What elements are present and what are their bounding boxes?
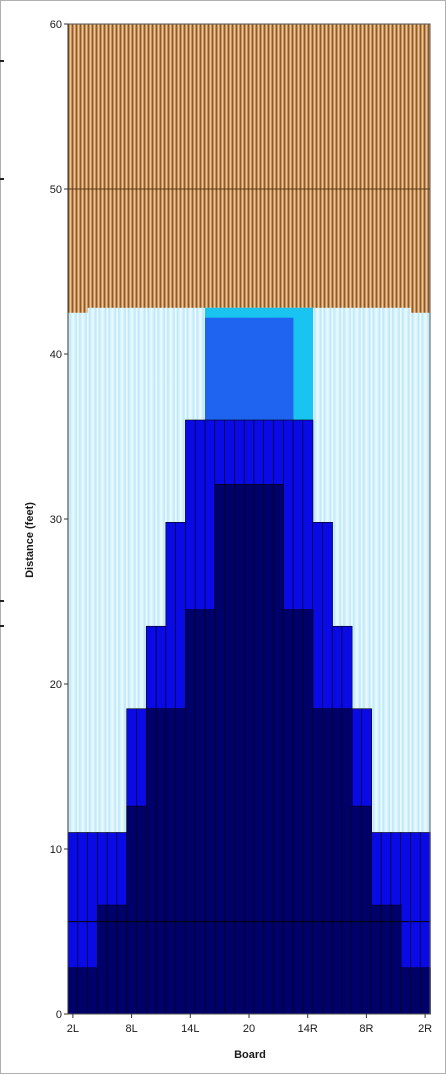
cell-navy-12R [322,708,333,1015]
y-tick-label: 40 [50,349,62,361]
x-axis-title: Board [234,1049,266,1061]
cell-light-8R [361,307,372,1014]
cell-navy-19L [234,484,245,1015]
y-tick-label: 30 [50,514,62,526]
cell-light-9L [136,307,147,1014]
cell-light-6L [107,307,118,1014]
cell-navy-2R [419,967,431,1015]
y-axis: 0 10 20 30 40 50 60 [50,19,69,1021]
cell-navy-2L [67,967,79,1015]
x-axis: 2L 8L 14L 20 14R 8R 2R [67,1014,432,1035]
cell-navy-3L [77,967,89,1015]
cell-navy-11R [331,708,343,1015]
cell-navy-10R [341,708,353,1015]
cell-navy-8R [361,805,372,1015]
cell-navy-10L [145,708,157,1015]
cell-light-7L [116,307,128,1014]
cell-navy-3R [410,967,421,1015]
cell-navy-17R [273,484,284,1015]
y-tick-label: 50 [50,184,62,196]
cell-light-8L [126,307,137,1014]
cell-navy-16L [204,609,216,1015]
cell-navy-20 [243,484,255,1015]
cell-navy-16R [282,609,294,1015]
edge-mark [0,625,4,627]
cell-light-3R [410,312,421,1014]
cell-navy-9R [351,805,363,1015]
cell-light-3L [77,312,88,1014]
cell-navy-4L [87,967,99,1015]
cell-navy-4R [400,967,412,1015]
y-tick-label: 0 [56,1009,62,1021]
x-tick-label: 14L [181,1023,199,1035]
y-tick-label: 20 [50,679,62,691]
x-tick-label: 2L [67,1023,79,1035]
cell-navy-12L [165,708,177,1015]
cell-light-5R [390,307,402,1014]
cell-light-7R [371,307,382,1014]
cell-light-4R [400,307,411,1014]
y-axis-title: Distance (feet) [24,502,36,578]
cell-navy-9L [136,805,147,1015]
cell-light-6R [381,307,392,1014]
cell-navy-15L [194,609,206,1015]
cell-navy-11L [155,708,167,1015]
cell-navy-19R [253,484,265,1015]
x-tick-label: 14R [298,1023,318,1035]
cell-navy-13R [312,708,324,1015]
cell-light-2L [68,312,79,1014]
cell-light-5L [97,307,108,1014]
cell-navy-18R [263,484,275,1015]
x-tick-label: 8R [359,1023,373,1035]
cell-navy-14L [185,609,196,1015]
edge-mark [0,60,4,62]
cell-navy-8L [126,805,138,1015]
y-tick-label: 10 [50,844,62,856]
cell-navy-15R [292,609,304,1015]
x-tick-label: 2R [418,1023,432,1035]
y-tick-label: 60 [50,19,62,31]
cell-light-4L [87,307,98,1014]
cell-navy-18L [224,484,236,1015]
plot-area [67,23,431,1015]
cell-light-9R [351,307,362,1014]
cell-navy-17L [214,484,226,1015]
x-tick-label: 20 [243,1023,255,1035]
cell-navy-13L [175,708,187,1015]
cell-navy-14R [302,609,314,1015]
edge-mark [0,600,4,602]
cell-light-2R [420,312,431,1014]
x-tick-label: 8L [125,1023,137,1035]
edge-mark [0,178,4,180]
